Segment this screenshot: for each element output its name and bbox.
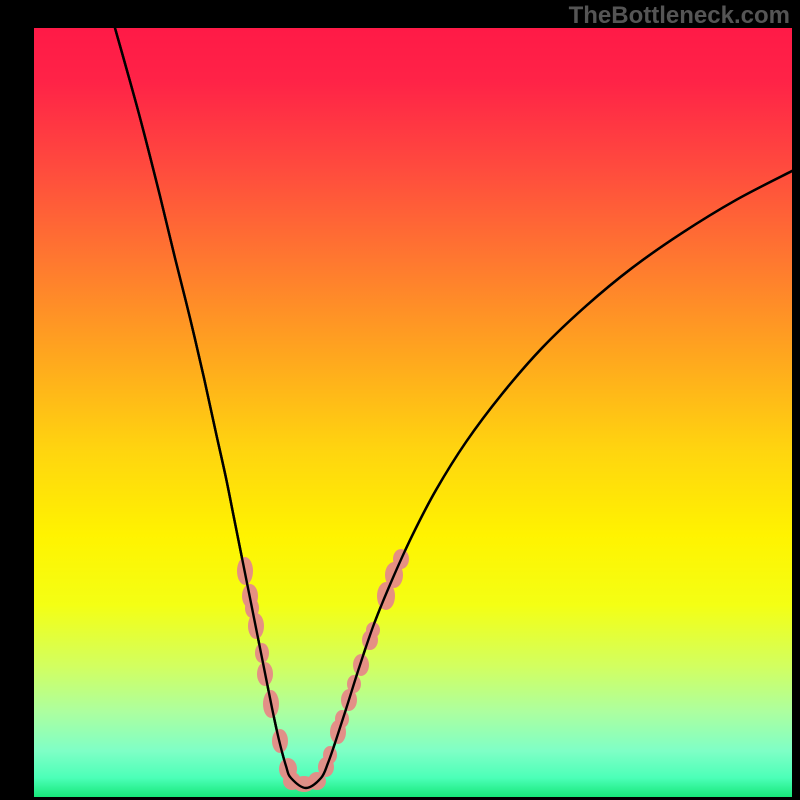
plot-area	[34, 28, 792, 797]
chart-frame: TheBottleneck.com	[0, 0, 800, 800]
heat-gradient-background	[34, 28, 792, 797]
watermark-label: TheBottleneck.com	[569, 2, 790, 30]
